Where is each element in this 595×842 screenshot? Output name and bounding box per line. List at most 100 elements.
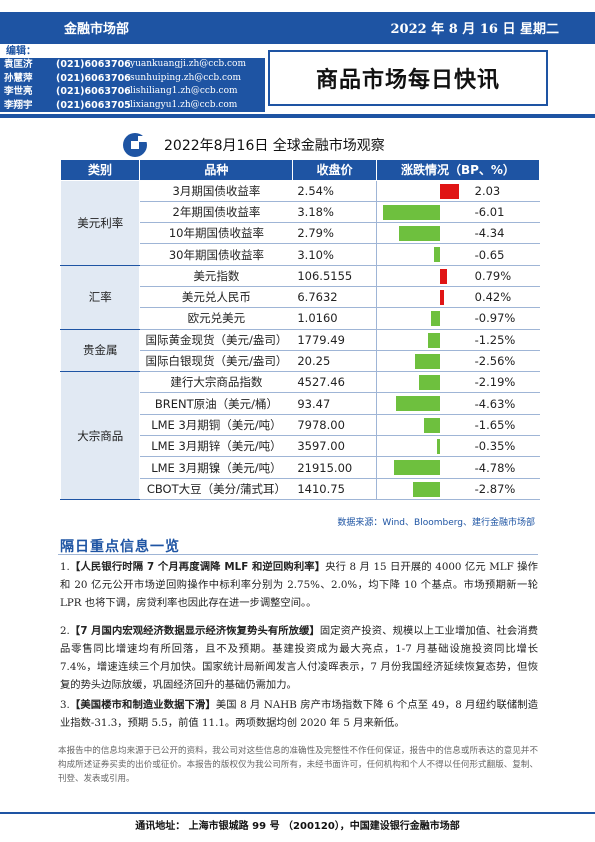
editor-email: lishiliang1.zh@ccb.com: [130, 85, 265, 99]
close-cell: 20.25: [292, 349, 377, 373]
news-headline: 【人民银行时隔 7 个月再度调降 MLF 和逆回购利率】: [69, 561, 326, 573]
product-cell: 国际黄金现货（美元/盎司）: [139, 328, 294, 351]
change-value: -4.78%: [467, 456, 541, 479]
change-bar: [433, 247, 440, 263]
table-row: 国际白银现货（美元/盎司） 20.25 -2.56%: [61, 349, 541, 373]
product-cell: 30年期国债收益率: [139, 243, 294, 266]
header-product: 品种: [139, 160, 294, 180]
change-bar: [424, 417, 440, 433]
close-cell: 6.7632: [292, 285, 377, 309]
change-value: -2.87%: [467, 477, 541, 500]
news-number: 2.: [60, 625, 70, 637]
change-bar-cell: [375, 179, 469, 202]
editor-phone: (021)60637065,: [54, 71, 142, 85]
close-cell: 1410.75: [292, 477, 377, 500]
table-row: 欧元兑美元 1.0160 -0.97%: [61, 307, 541, 330]
product-cell: 10年期国债收益率: [139, 222, 294, 245]
change-value: -2.56%: [467, 349, 541, 373]
change-value: 2.03: [467, 179, 541, 202]
change-bar-cell: [375, 200, 469, 224]
table-row: 汇率 美元指数 106.5155 0.79%: [59, 264, 541, 330]
close-cell: 21915.00: [292, 456, 377, 479]
news-body: 固定资产投资、规模以上工业增加值、社会消费品零售同比增速均有所回落，且不及预期。…: [60, 625, 538, 691]
table-row: 美元兑人民币 6.7632 0.42%: [61, 285, 541, 309]
category-cell: 美元利率: [59, 179, 141, 266]
change-value: -1.65%: [467, 413, 541, 437]
editors-block: 编辑： 袁匡济 (021)60637067, yuankuangji.zh@ccb.…: [0, 46, 265, 112]
news-headline: 【美国楼市和制造业数据下滑】: [69, 699, 216, 711]
table-row: 大宗商品 建行大宗商品指数 4527.46 -2.19%: [59, 371, 541, 500]
change-bar-cell: [375, 328, 469, 351]
news-number: 1.: [60, 561, 70, 573]
change-bar: [430, 311, 440, 327]
change-bar-cell: [375, 435, 469, 458]
change-value: -4.34: [467, 222, 541, 245]
close-cell: 4527.46: [292, 371, 377, 394]
editor-email: yuankuangji.zh@ccb.com: [130, 58, 265, 72]
category-cell: 汇率: [59, 264, 141, 330]
news-section-title: 隔日重点信息一览: [60, 539, 180, 555]
header-bar: 金融市场部 2022 年 8 月 16 日 星期二: [0, 12, 595, 44]
change-bar-cell: [375, 222, 469, 245]
product-cell: LME 3月期铜（美元/吨）: [139, 413, 294, 437]
change-value: -0.65: [467, 243, 541, 266]
change-bar-cell: [375, 285, 469, 309]
change-value: 0.79%: [467, 264, 541, 287]
editor-phone: (021)60637054,: [54, 98, 142, 112]
close-cell: 106.5155: [292, 264, 377, 287]
change-bar-cell: [375, 392, 469, 415]
news-item: 3.【美国楼市和制造业数据下滑】美国 8 月 NAHB 房产市场指数下降 6 个…: [60, 696, 538, 732]
close-cell: 2.79%: [292, 222, 377, 245]
product-cell: 美元兑人民币: [139, 285, 294, 309]
change-bar: [395, 396, 440, 412]
news-number: 3.: [60, 699, 70, 711]
category-cell: 贵金属: [59, 328, 141, 373]
product-cell: 国际白银现货（美元/盎司）: [139, 349, 294, 373]
header-close: 收盘价: [292, 160, 377, 180]
footer-address: 通讯地址： 上海市银城路 99 号 （200120），中国建设银行金融市场部: [0, 812, 595, 834]
close-cell: 7978.00: [292, 413, 377, 437]
change-value: -6.01: [467, 200, 541, 224]
change-value: 0.42%: [467, 285, 541, 309]
report-date: 2022 年 8 月 16 日 星期二: [390, 22, 559, 37]
close-cell: 3597.00: [292, 435, 377, 458]
product-cell: 建行大宗商品指数: [139, 371, 294, 394]
change-bar: [394, 460, 440, 476]
news-headline: 【7 月国内宏观经济数据显示经济恢复势头有所放缓】: [69, 625, 320, 637]
editor-email: sunhuiping.zh@ccb.com: [130, 71, 265, 85]
table-row: CBOT大豆（美分/蒲式耳） 1410.75 -2.87%: [61, 477, 541, 500]
editor-name: 孙慧萍: [0, 71, 54, 85]
divider: [0, 114, 595, 118]
editor-name: 袁匡济: [0, 58, 54, 72]
change-value: -1.25%: [467, 328, 541, 351]
product-cell: 美元指数: [139, 264, 294, 287]
editor-phone: (021)60637067,: [54, 58, 142, 72]
change-bar-cell: [375, 456, 469, 479]
change-value: -0.35%: [467, 435, 541, 458]
close-cell: 1779.49: [292, 328, 377, 351]
news-divider: [58, 554, 538, 555]
editor-row: 孙慧萍 (021)60637065, sunhuiping.zh@ccb.com: [0, 71, 265, 85]
editor-row: 袁匡济 (021)60637067, yuankuangji.zh@ccb.com: [0, 58, 265, 72]
table-row: 贵金属 国际黄金现货（美元/盎司） 1779.49 -1.25%: [59, 328, 541, 373]
product-cell: 2年期国债收益率: [139, 200, 294, 224]
product-cell: LME 3月期锌（美元/吨）: [139, 435, 294, 458]
change-bar-cell: [375, 371, 469, 394]
change-bar-cell: [375, 307, 469, 330]
ccb-logo-icon: [123, 133, 148, 157]
editor-phone: (021)60637064,: [54, 85, 142, 99]
news-body: 央行 8 月 15 日开展的 4000 亿元 MLF 操作和 20 亿元公开市场…: [60, 561, 538, 609]
change-bar: [427, 332, 440, 348]
product-cell: 欧元兑美元: [139, 307, 294, 330]
close-cell: 3.18%: [292, 200, 377, 224]
table-row: 30年期国债收益率 3.10% -0.65: [61, 243, 541, 266]
table-row: BRENT原油（美元/桶） 93.47 -4.63%: [61, 392, 541, 415]
table-row: 10年期国债收益率 2.79% -4.34: [61, 222, 541, 245]
change-bar: [415, 353, 440, 369]
change-bar-cell: [375, 477, 469, 500]
news-item: 1.【人民银行时隔 7 个月再度调降 MLF 和逆回购利率】央行 8 月 15 …: [60, 558, 538, 612]
close-cell: 3.10%: [292, 243, 377, 266]
editor-row: 李翔宇 (021)60637054, lixiangyu1.zh@ccb.com: [0, 98, 265, 112]
news-body: 美国 8 月 NAHB 房产市场指数下降 6 个点至 49，8 月纽约联储制造业…: [60, 699, 539, 729]
data-source: 数据来源：Wind、Bloomberg、建行金融市场部: [337, 518, 535, 528]
